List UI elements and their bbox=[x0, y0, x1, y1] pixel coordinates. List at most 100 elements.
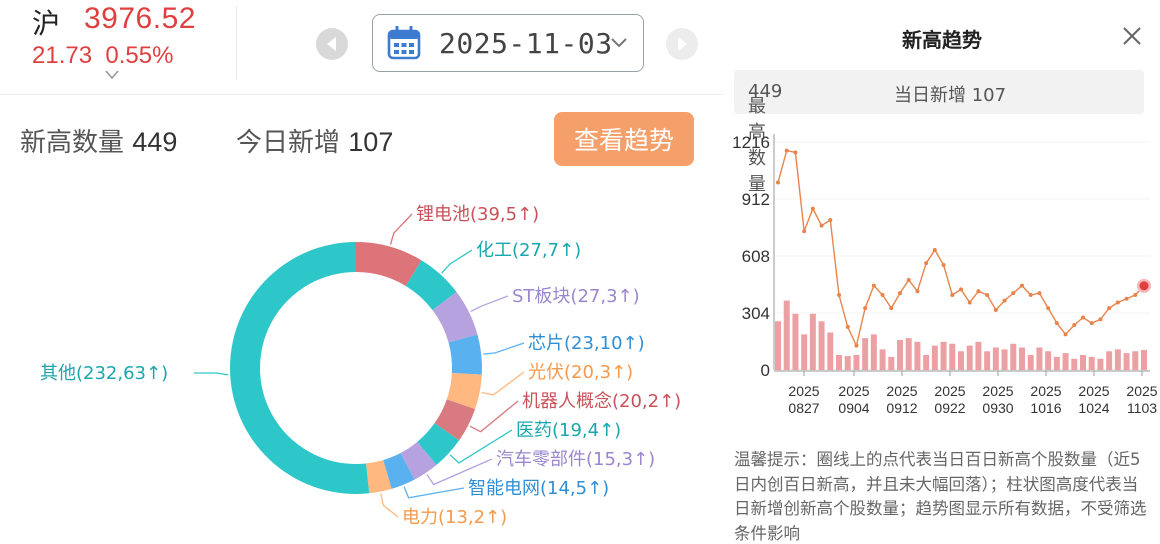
donut-label: ST板块(27,3↑) bbox=[512, 286, 640, 307]
sector-donut-chart[interactable]: 锂电池(39,5↑) 化工(27,7↑) ST板块(27,3↑) 芯片(23,10↑)… bbox=[0, 190, 724, 544]
calendar-icon bbox=[387, 26, 421, 60]
line-point bbox=[889, 306, 894, 311]
x-tick-year: 2025 bbox=[1078, 383, 1109, 399]
x-tick-year: 2025 bbox=[1030, 383, 1061, 399]
bar bbox=[853, 355, 860, 370]
bar bbox=[897, 340, 903, 370]
bar bbox=[836, 355, 842, 370]
bar bbox=[809, 313, 816, 370]
bar bbox=[870, 334, 877, 370]
bar bbox=[975, 341, 982, 370]
view-trend-button[interactable]: 查看趋势 bbox=[554, 112, 694, 166]
bar bbox=[775, 321, 781, 370]
line-point bbox=[1107, 306, 1112, 311]
line-point bbox=[985, 293, 990, 297]
x-tick-date: 0930 bbox=[982, 400, 1013, 416]
bar bbox=[1036, 347, 1043, 370]
donut-slice[interactable] bbox=[448, 334, 482, 375]
leader-line bbox=[470, 295, 509, 312]
line-point bbox=[1115, 300, 1120, 305]
bar bbox=[879, 349, 886, 370]
donut-slice[interactable] bbox=[446, 373, 482, 410]
next-date-button[interactable] bbox=[666, 28, 698, 60]
close-icon[interactable] bbox=[1120, 24, 1144, 48]
donut-slice[interactable] bbox=[400, 441, 437, 480]
line-point bbox=[1089, 321, 1094, 326]
donut-slice[interactable] bbox=[230, 242, 370, 494]
current-point[interactable] bbox=[1139, 281, 1149, 291]
leader-line bbox=[194, 372, 229, 376]
line-point bbox=[784, 148, 789, 153]
bar bbox=[1062, 353, 1069, 370]
leader-line bbox=[426, 458, 493, 486]
line-point bbox=[993, 308, 998, 312]
donut-slice[interactable] bbox=[356, 242, 422, 286]
donut-label: 其他(232,63↑) bbox=[40, 363, 168, 384]
index-change: 21.73 0.55% bbox=[32, 42, 173, 70]
leader-line bbox=[449, 429, 513, 464]
donut-label: 电力(13,2↑) bbox=[402, 507, 507, 528]
header-divider bbox=[236, 6, 237, 80]
today-new-stat: 今日新增 107 bbox=[236, 122, 393, 159]
line-point bbox=[1081, 315, 1085, 320]
panel-title: 新高趋势 bbox=[902, 28, 982, 52]
header-separator bbox=[0, 94, 724, 95]
donut-label: 化工(27,7↑) bbox=[476, 240, 581, 261]
line-point bbox=[1046, 306, 1051, 311]
donut-slice[interactable] bbox=[434, 399, 476, 441]
bar bbox=[958, 351, 964, 370]
line-point bbox=[837, 293, 841, 297]
line-point bbox=[863, 306, 868, 311]
line-point bbox=[1063, 332, 1068, 337]
index-name: 沪 bbox=[32, 7, 61, 40]
leader-line bbox=[389, 213, 413, 245]
bar bbox=[1027, 355, 1034, 370]
donut-slice[interactable] bbox=[405, 260, 457, 311]
max-count-value: 449 bbox=[748, 81, 783, 102]
prev-date-button[interactable] bbox=[316, 28, 348, 60]
day-new-label: 当日新增 bbox=[894, 85, 966, 106]
donut-slice[interactable] bbox=[366, 460, 392, 494]
line-point bbox=[1011, 291, 1016, 296]
donut-slice[interactable] bbox=[417, 423, 460, 465]
line-point bbox=[950, 293, 955, 297]
line-point bbox=[1020, 283, 1024, 288]
donut-label: 机器人概念(20,2↑) bbox=[522, 390, 681, 412]
date-picker[interactable]: 2025-11-03 bbox=[372, 14, 644, 72]
line-point bbox=[898, 291, 902, 296]
line-point bbox=[941, 263, 946, 267]
trend-info-bar: 最高数量 449 当日新增 107 bbox=[734, 70, 1144, 195]
index-change-pct: 0.55% bbox=[105, 42, 174, 69]
bar bbox=[888, 356, 895, 370]
line-point bbox=[828, 218, 833, 222]
chevron-down-icon[interactable] bbox=[104, 68, 120, 82]
line-point bbox=[1098, 317, 1103, 322]
donut-label: 医药(19,4↑) bbox=[516, 420, 621, 441]
x-tick-year: 2025 bbox=[838, 383, 869, 399]
line-point bbox=[819, 223, 824, 228]
today-new-label: 今日新增 bbox=[236, 128, 341, 158]
donut-label: 芯片(23,10↑) bbox=[528, 333, 645, 354]
chevron-down-icon bbox=[611, 38, 627, 48]
x-tick-date: 0904 bbox=[838, 400, 869, 416]
index-change-points: 21.73 bbox=[32, 42, 93, 69]
high-count-stat: 新高数量 449 bbox=[20, 122, 177, 159]
line-point bbox=[1124, 296, 1129, 301]
x-tick-year: 2025 bbox=[934, 383, 965, 399]
donut-slice[interactable] bbox=[432, 292, 478, 343]
bar bbox=[949, 343, 956, 370]
x-tick-date: 0912 bbox=[886, 400, 917, 416]
donut-slice[interactable] bbox=[383, 453, 415, 489]
bar bbox=[827, 332, 834, 370]
high-count-label: 新高数量 bbox=[20, 128, 125, 158]
x-tick-date: 1103 bbox=[1127, 400, 1157, 416]
x-tick-date: 0827 bbox=[788, 400, 819, 416]
trend-chart[interactable]: 1216912608304020250827202509042025091220… bbox=[724, 124, 1160, 424]
line-point bbox=[976, 289, 981, 294]
date-value: 2025-11-03 bbox=[439, 27, 613, 60]
tip-text: 温馨提示：圈线上的点代表当日百日新高个股数量（近5日内创百日新高，并且未大幅回落… bbox=[734, 450, 1147, 543]
line-point bbox=[880, 293, 885, 297]
leader-line bbox=[403, 486, 465, 499]
bar bbox=[1001, 349, 1008, 370]
line-point bbox=[1133, 293, 1138, 297]
